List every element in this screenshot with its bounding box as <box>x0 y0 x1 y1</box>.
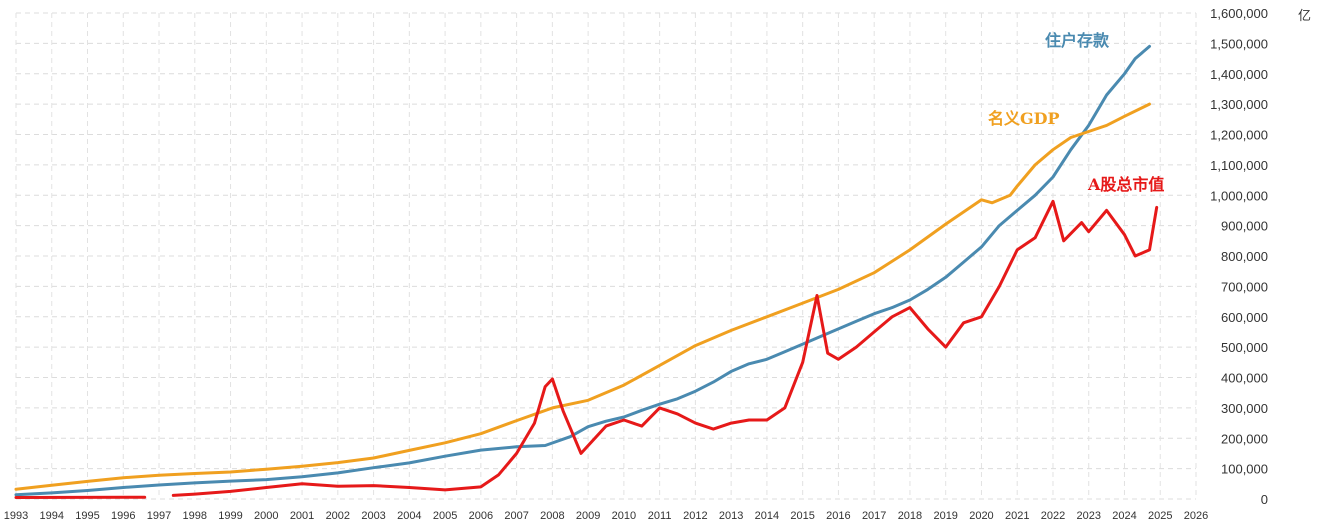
y-tick-label: 900,000 <box>1221 219 1268 234</box>
y-tick-label: 800,000 <box>1221 249 1268 264</box>
y-tick-label: 300,000 <box>1221 401 1268 416</box>
x-tick-label: 2017 <box>862 510 886 522</box>
y-tick-label: 0 <box>1261 492 1268 507</box>
x-tick-label: 1995 <box>75 510 99 522</box>
x-tick-label: 2008 <box>540 510 564 522</box>
x-tick-label: 2019 <box>933 510 957 522</box>
x-tick-label: 1999 <box>218 510 242 522</box>
x-tick-label: 2001 <box>290 510 314 522</box>
x-tick-label: 1997 <box>147 510 171 522</box>
x-tick-label: 2018 <box>898 510 922 522</box>
y-tick-label: 100,000 <box>1221 462 1268 477</box>
x-tick-label: 2021 <box>1005 510 1029 522</box>
x-tick-label: 2026 <box>1184 510 1208 522</box>
series-line-0 <box>14 44 1151 497</box>
x-tick-label: 2000 <box>254 510 278 522</box>
series-label-market-cap: A股总市值 <box>1087 175 1164 194</box>
series-lines <box>14 44 1159 499</box>
y-tick-label: 200,000 <box>1221 431 1268 446</box>
x-tick-label: 2020 <box>969 510 993 522</box>
x-tick-label: 2011 <box>648 510 672 522</box>
x-tick-label: 2006 <box>469 510 493 522</box>
x-tick-label: 2014 <box>755 510 779 522</box>
x-tick-label: 2013 <box>719 510 743 522</box>
x-tick-label: 1994 <box>40 510 64 522</box>
series-label-gdp: 名义GDP <box>988 109 1060 128</box>
y-tick-label: 1,300,000 <box>1210 97 1268 112</box>
x-axis-ticks: 1993 1994 1995 1996 1997 1998 1999 2000 2001 2002… <box>4 510 1208 522</box>
series-label-deposits: 住户存款 <box>1045 31 1110 50</box>
x-tick-label: 2023 <box>1076 510 1100 522</box>
x-tick-label: 1993 <box>4 510 28 522</box>
x-tick-label: 2015 <box>790 510 814 522</box>
x-tick-label: 2005 <box>433 510 457 522</box>
y-tick-label: 500,000 <box>1221 340 1268 355</box>
x-tick-label: 2010 <box>612 510 636 522</box>
x-tick-label: 1996 <box>111 510 135 522</box>
y-tick-label: 1,600,000 <box>1210 6 1268 21</box>
x-tick-label: 2016 <box>826 510 850 522</box>
y-tick-label: 1,200,000 <box>1210 128 1268 143</box>
series-line-2 <box>14 199 1159 499</box>
y-tick-label: 600,000 <box>1221 310 1268 325</box>
x-tick-label: 2007 <box>504 510 528 522</box>
x-tick-label: 2025 <box>1148 510 1172 522</box>
series-line-1 <box>14 102 1151 491</box>
y-tick-label: 700,000 <box>1221 279 1268 294</box>
x-tick-label: 2024 <box>1112 510 1136 522</box>
y-tick-label: 1,400,000 <box>1210 67 1268 82</box>
x-tick-label: 2003 <box>361 510 385 522</box>
y-tick-label: 1,000,000 <box>1210 188 1268 203</box>
x-tick-label: 2002 <box>326 510 350 522</box>
y-tick-label: 400,000 <box>1221 371 1268 386</box>
y-axis-ticks: 0 100,000 200,000 300,000 400,000 500,000 600,… <box>1210 6 1268 507</box>
x-tick-label: 2022 <box>1041 510 1065 522</box>
y-unit-label: 亿 <box>1298 9 1311 24</box>
x-tick-label: 2009 <box>576 510 600 522</box>
y-tick-label: 1,100,000 <box>1210 158 1268 173</box>
x-tick-label: 2004 <box>397 510 421 522</box>
x-tick-label: 2012 <box>683 510 707 522</box>
y-tick-label: 1,500,000 <box>1210 36 1268 51</box>
x-tick-label: 1998 <box>183 510 207 522</box>
